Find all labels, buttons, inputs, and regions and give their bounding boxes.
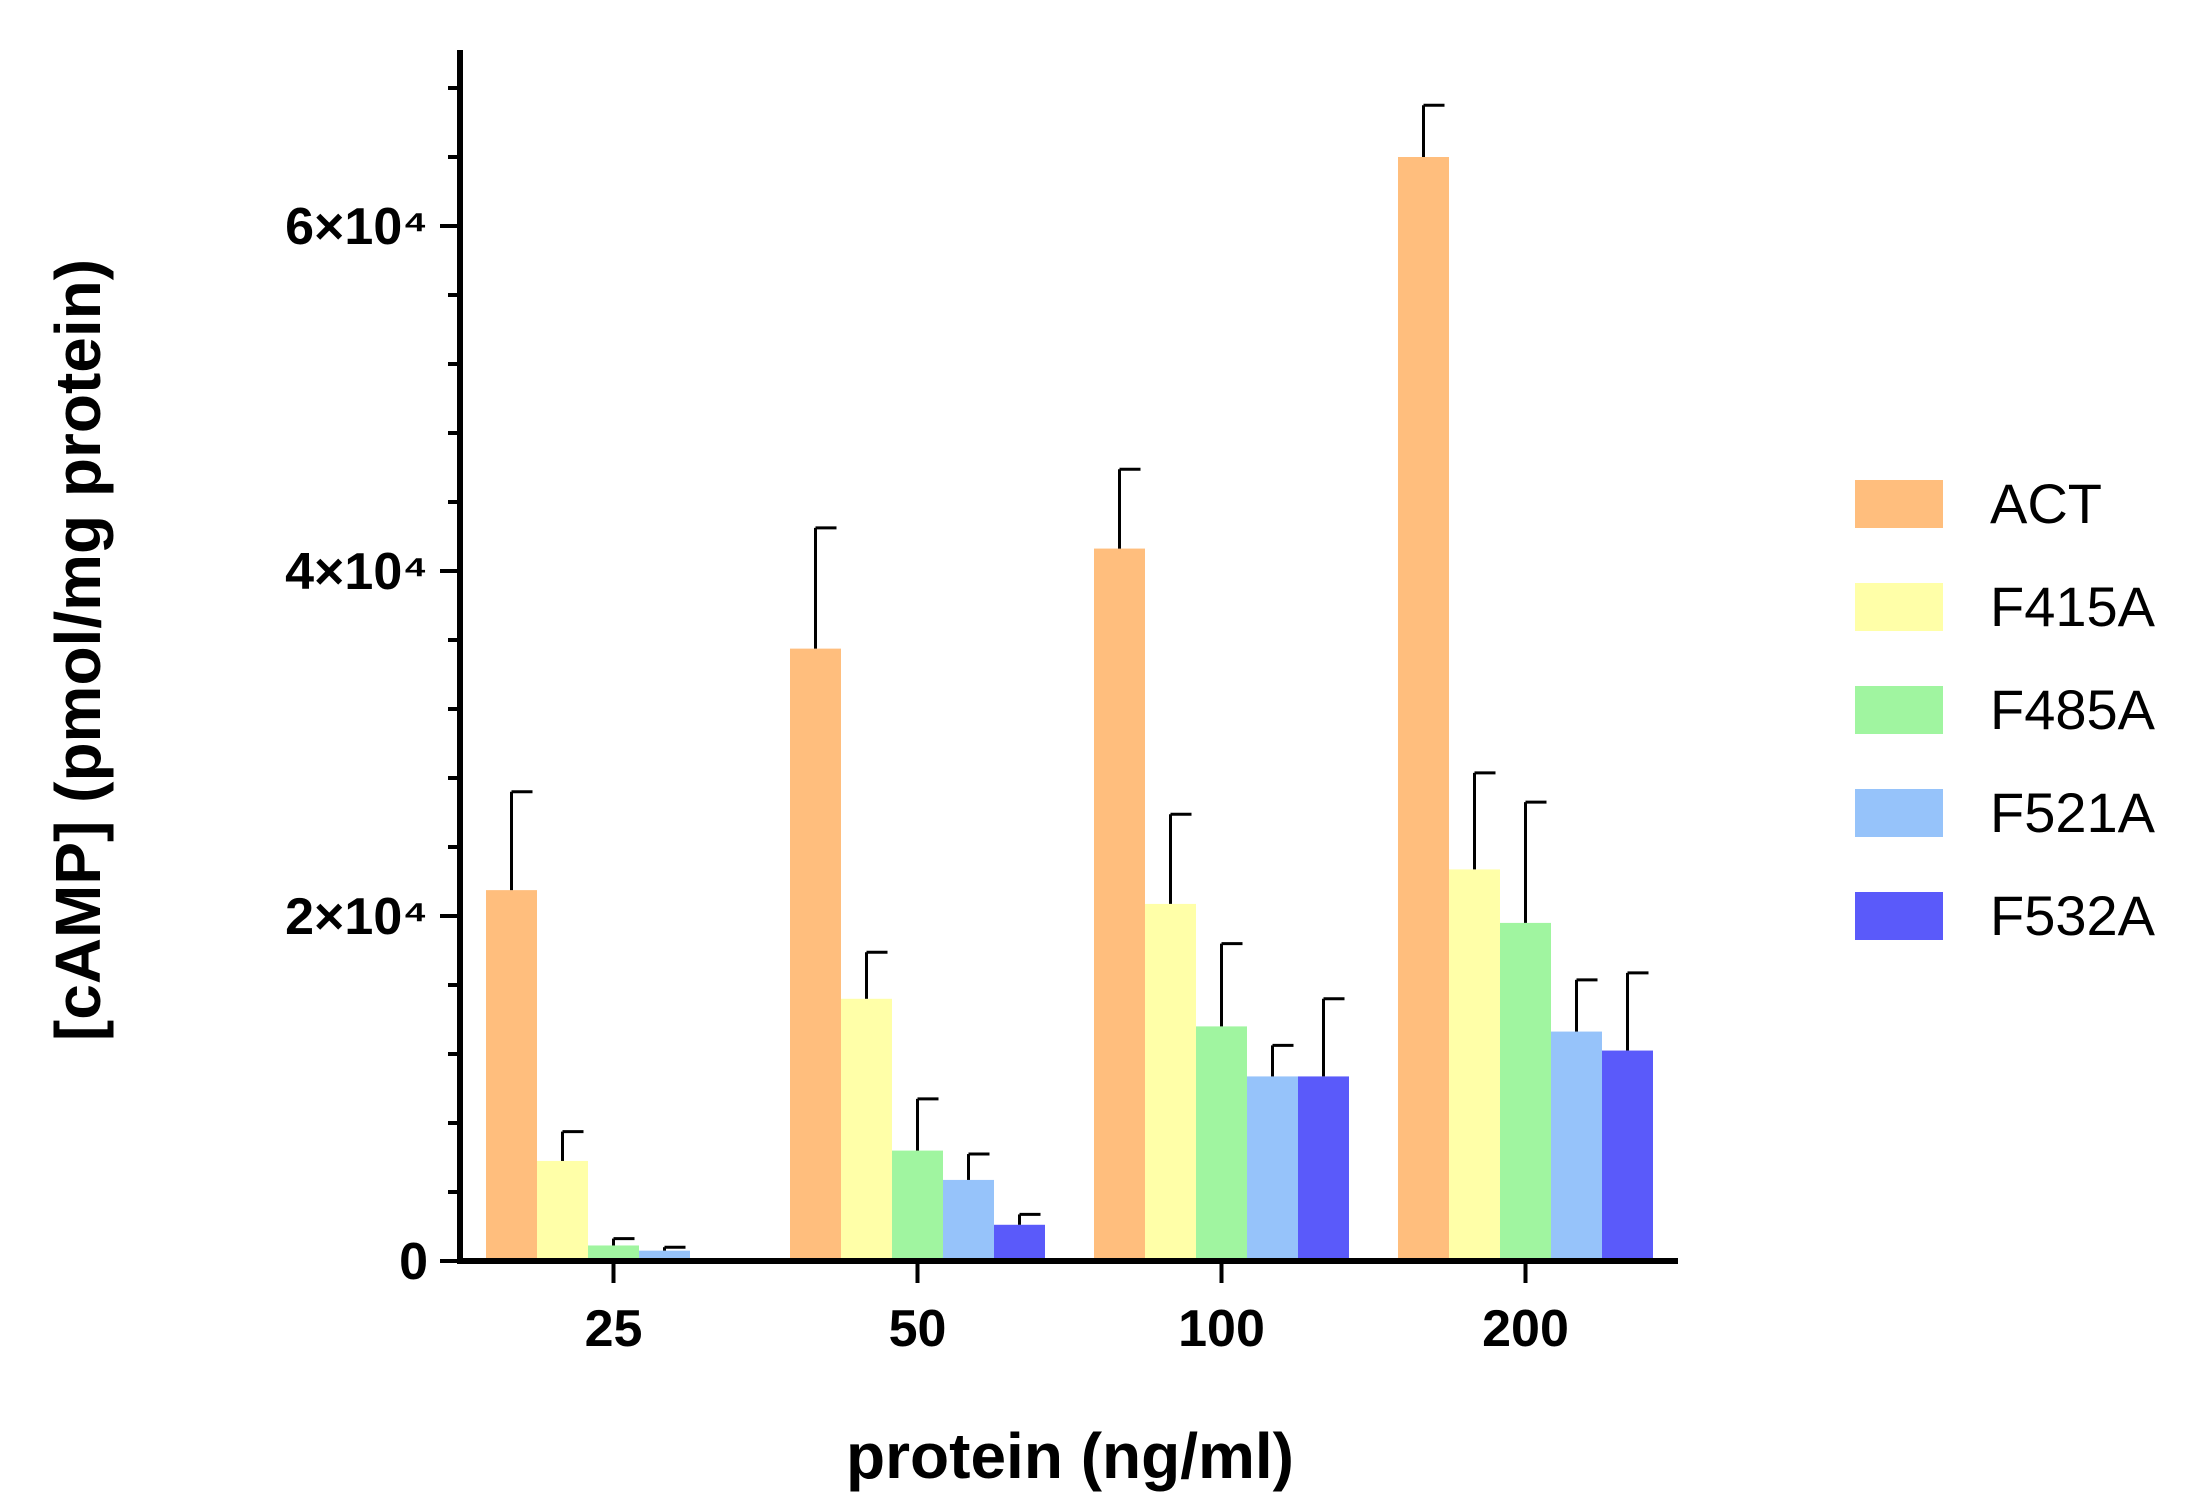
x-axis-title: protein (ng/ml) bbox=[846, 1420, 1294, 1492]
error-bar-f485a-200 bbox=[1524, 800, 1547, 923]
error-bar-act-25 bbox=[510, 790, 533, 891]
error-bar-act-100 bbox=[1118, 467, 1141, 549]
bar-act-50 bbox=[790, 648, 841, 1261]
y-axis-title: [cAMP] (pmol/mg protein) bbox=[42, 259, 114, 1041]
legend-label: F485A bbox=[1990, 678, 2156, 741]
error-bar-f485a-100 bbox=[1220, 942, 1243, 1027]
error-bar-f521a-100 bbox=[1271, 1043, 1294, 1077]
bar-f532a-100 bbox=[1298, 1076, 1349, 1261]
error-bar-f485a-50 bbox=[916, 1097, 939, 1151]
legend-item-f485a: F485A bbox=[1855, 678, 2156, 741]
legend-swatch bbox=[1855, 583, 1943, 631]
bar-act-25 bbox=[486, 890, 537, 1261]
error-bar-f521a-200 bbox=[1575, 978, 1598, 1032]
error-bar-f415a-50 bbox=[865, 950, 888, 999]
error-bar-f415a-25 bbox=[561, 1130, 584, 1161]
y-tick-label: 2×10⁴ bbox=[285, 888, 428, 946]
bar-f532a-50 bbox=[994, 1224, 1045, 1261]
error-bar-f532a-50 bbox=[1018, 1212, 1041, 1225]
bar-f485a-200 bbox=[1500, 922, 1551, 1261]
x-tick-label: 200 bbox=[1482, 1300, 1569, 1358]
legend-label: F415A bbox=[1990, 575, 2156, 638]
error-bar-f485a-25 bbox=[612, 1237, 635, 1246]
legend-swatch bbox=[1855, 789, 1943, 837]
bar-f521a-100 bbox=[1247, 1076, 1298, 1261]
bar-act-200 bbox=[1398, 157, 1449, 1261]
error-bar-f532a-100 bbox=[1322, 997, 1345, 1077]
legend: ACT F415A F485A F521A F532A bbox=[1855, 472, 2156, 947]
y-tick-label: 4×10⁴ bbox=[285, 543, 428, 601]
bar-f532a-200 bbox=[1602, 1050, 1653, 1261]
bars-layer bbox=[486, 157, 1653, 1261]
legend-item-f521a: F521A bbox=[1855, 781, 2156, 844]
bar-act-100 bbox=[1094, 548, 1145, 1261]
error-bar-f415a-100 bbox=[1169, 812, 1192, 904]
legend-swatch bbox=[1855, 892, 1943, 940]
legend-swatch bbox=[1855, 686, 1943, 734]
legend-item-f415a: F415A bbox=[1855, 575, 2156, 638]
legend-item-act: ACT bbox=[1855, 472, 2102, 535]
bar-f415a-100 bbox=[1145, 903, 1196, 1261]
legend-swatch bbox=[1855, 480, 1943, 528]
bar-f521a-25 bbox=[639, 1250, 690, 1261]
legend-item-f532a: F532A bbox=[1855, 884, 2156, 947]
error-bar-f532a-200 bbox=[1626, 971, 1649, 1051]
error-bars-layer bbox=[510, 103, 1649, 1251]
legend-label: F532A bbox=[1990, 884, 2156, 947]
x-tick-label: 100 bbox=[1178, 1300, 1265, 1358]
error-bar-f415a-200 bbox=[1473, 771, 1496, 870]
x-tick-label: 50 bbox=[889, 1300, 947, 1358]
error-bar-f521a-25 bbox=[663, 1245, 686, 1251]
y-tick-label: 0 bbox=[399, 1233, 428, 1291]
y-tick-label: 6×10⁴ bbox=[285, 198, 428, 256]
bar-f485a-50 bbox=[892, 1150, 943, 1261]
bar-f415a-200 bbox=[1449, 869, 1500, 1261]
error-bar-act-50 bbox=[814, 526, 837, 649]
bar-f521a-200 bbox=[1551, 1031, 1602, 1261]
error-bar-f521a-50 bbox=[967, 1152, 990, 1180]
legend-label: F521A bbox=[1990, 781, 2156, 844]
error-bar-act-200 bbox=[1422, 103, 1445, 157]
bar-f415a-50 bbox=[841, 998, 892, 1261]
x-tick-label: 25 bbox=[585, 1300, 643, 1358]
legend-label: ACT bbox=[1990, 472, 2102, 535]
bar-f415a-25 bbox=[537, 1160, 588, 1261]
axes-layer bbox=[457, 50, 1678, 1264]
bar-f485a-25 bbox=[588, 1245, 639, 1261]
ticks-layer: 0 2×10⁴ 4×10⁴ 6×10⁴ 25 50 100 200 bbox=[285, 86, 1569, 1358]
bar-f521a-50 bbox=[943, 1179, 994, 1261]
bar-f485a-100 bbox=[1196, 1026, 1247, 1261]
